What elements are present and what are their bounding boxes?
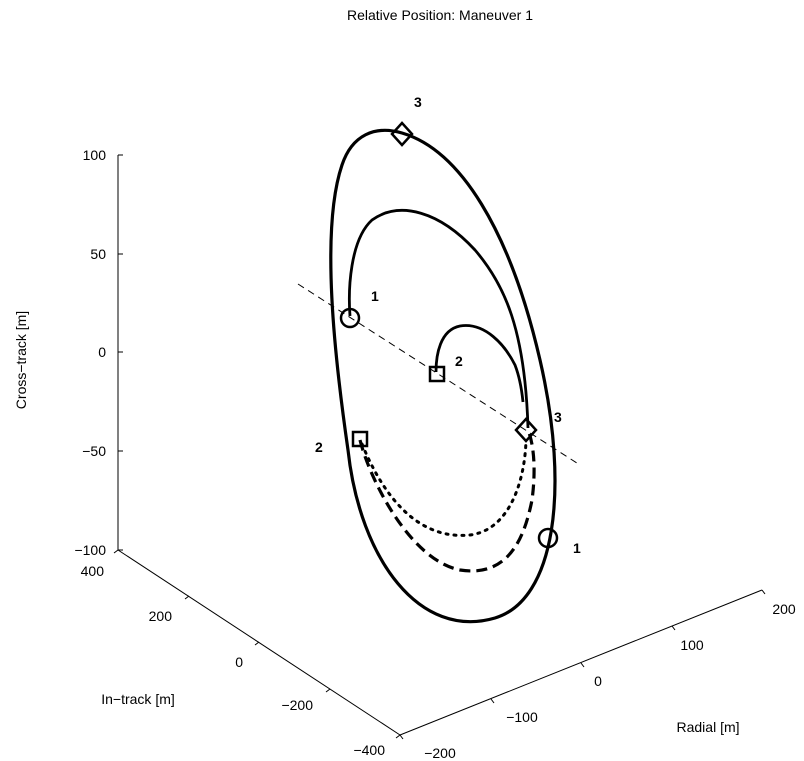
y-axis-label: In−track [m] [101,691,175,707]
marker-label: 2 [315,439,323,455]
x-ticks [399,589,766,740]
x-axis-line [399,589,763,736]
series-line-arc-2 [434,324,525,403]
series-line-arc-1 [348,209,530,429]
marker-labels: 1 1 2 2 3 3 [315,94,581,556]
x-tick-label: 0 [594,673,602,689]
y-tick-label: −400 [353,742,385,758]
z-ticks [118,154,123,551]
series-line-dashed-thick [358,429,536,573]
z-tick-label: −50 [82,443,106,459]
marker-circle-1 [339,307,361,329]
y-ticks [113,549,401,739]
marker-square-2 [428,365,446,383]
marker-label: 1 [573,540,581,556]
marker-diamond-3 [514,417,538,443]
x-tick-label: 200 [772,601,796,617]
y-tick-label: 0 [235,654,243,670]
marker-label: 2 [455,353,463,369]
marker-label: 1 [371,288,379,304]
y-tick-labels: 400 200 0 −200 −400 [81,563,386,758]
marker-label: 3 [414,94,422,110]
marker-diamond-3 [390,121,414,147]
y-tick-label: 400 [81,563,105,579]
marker-circle-1 [537,527,559,549]
x-tick-labels: −200 −100 0 100 200 [424,601,796,761]
markers [339,121,559,549]
series-line-dotted [360,438,528,537]
marker-square-2 [351,430,369,448]
y-tick-label: −200 [281,697,313,713]
chart-title: Relative Position: Maneuver 1 [347,7,533,23]
x-tick-label: 100 [680,637,704,653]
marker-label: 3 [554,409,562,425]
y-tick-label: 200 [149,608,173,624]
x-tick-label: −200 [424,745,456,761]
x-tick-label: −100 [506,709,538,725]
z-tick-label: −100 [74,542,106,558]
series-line-outer-orbit [329,128,557,624]
z-tick-labels: 100 50 0 −50 −100 [74,147,106,558]
x-axis-label: Radial [m] [676,719,739,735]
z-tick-label: 0 [98,344,106,360]
z-tick-label: 50 [90,246,106,262]
axes [113,154,766,740]
series-group [297,128,581,624]
z-axis-label: Cross−track [m] [13,311,29,409]
z-tick-label: 100 [83,147,107,163]
series-line-dashed-thin [297,283,581,466]
